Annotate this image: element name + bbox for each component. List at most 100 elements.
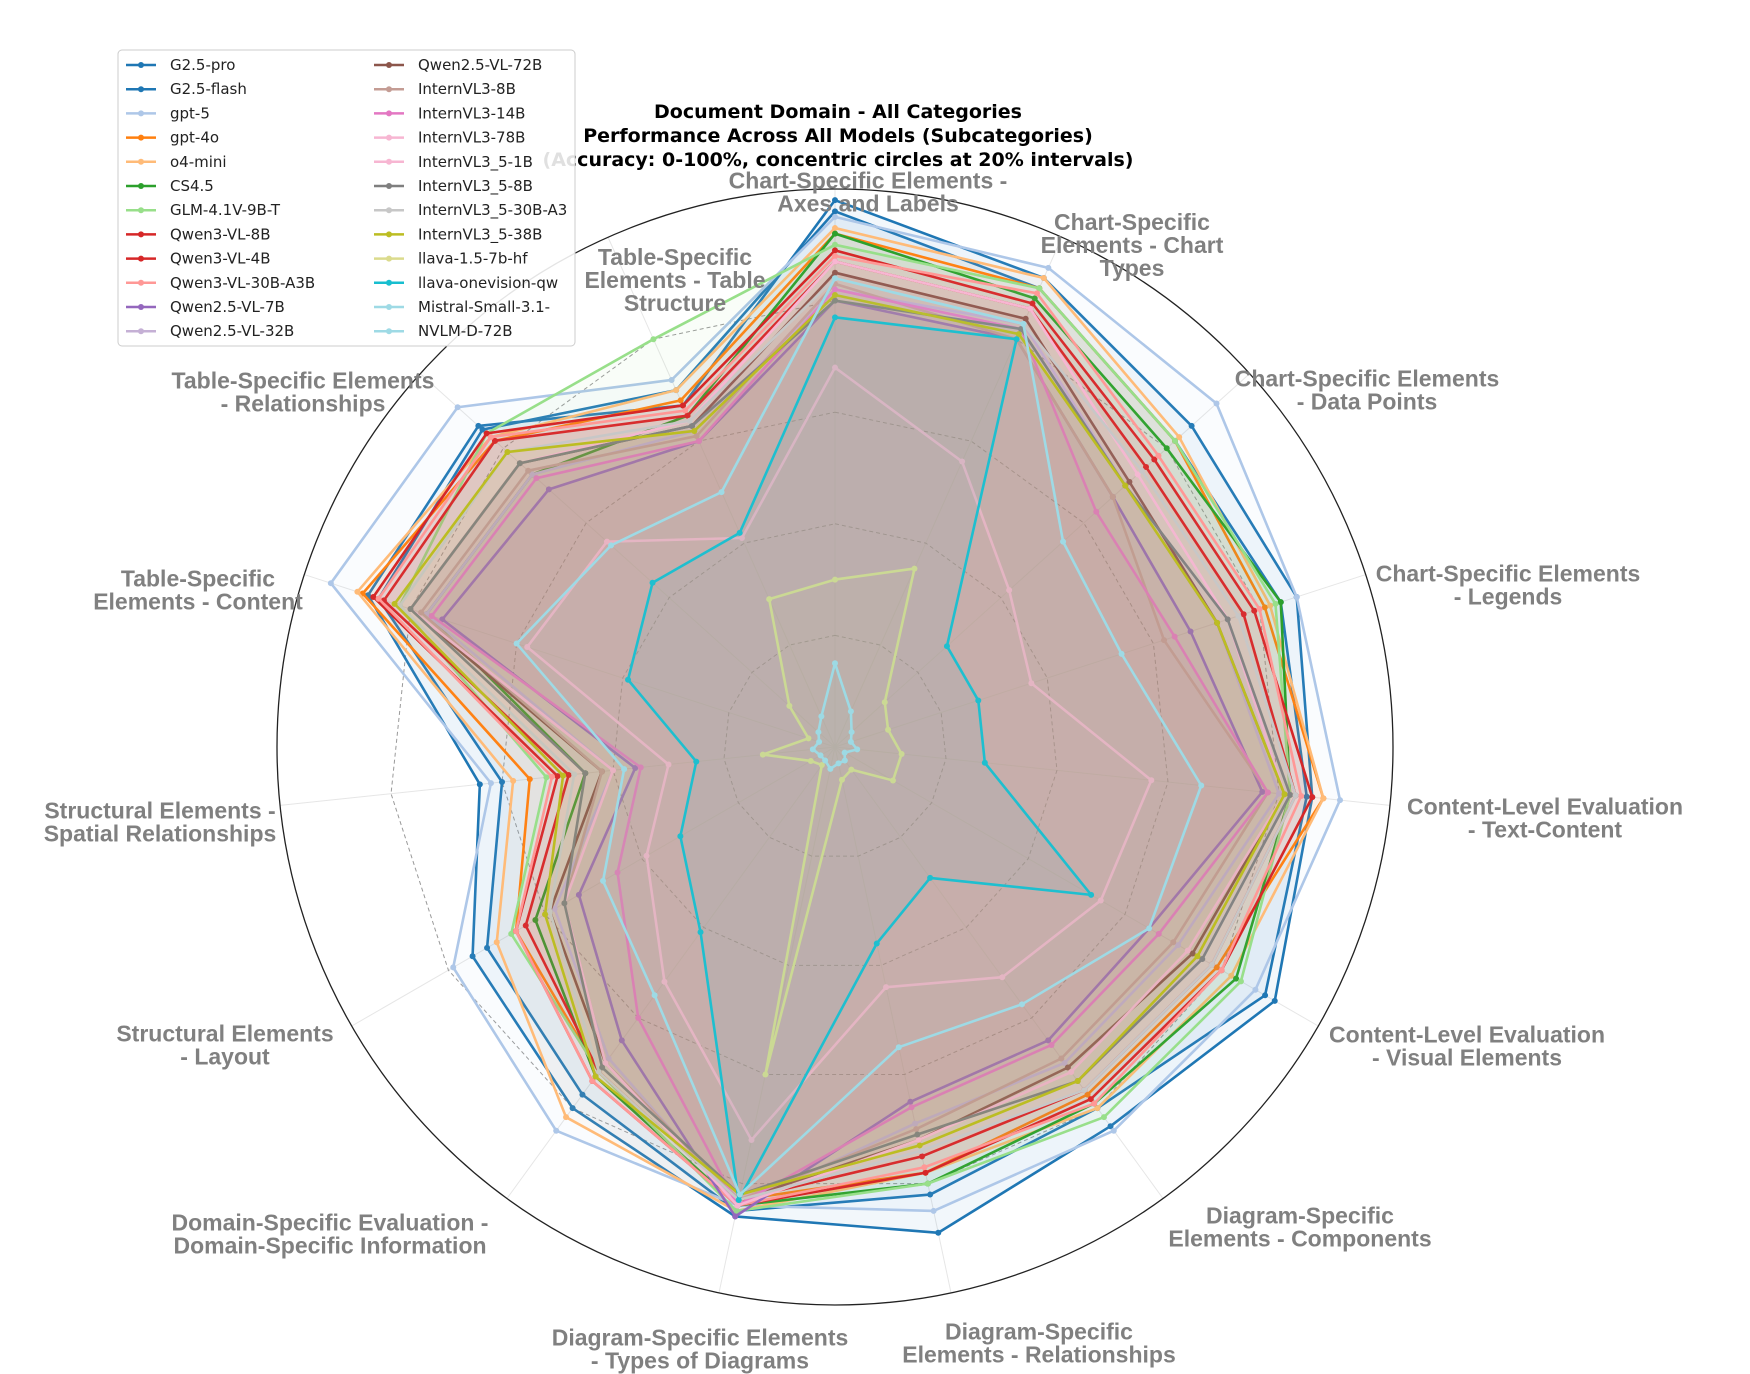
spoke-line — [834, 746, 1164, 1199]
legend-label: InternVL3_5-1B — [418, 153, 533, 172]
gridline-ring — [390, 300, 1280, 1185]
series-fill — [362, 233, 1324, 1201]
data-point — [1194, 953, 1201, 960]
data-point — [483, 430, 490, 437]
legend-entry: Qwen2.5-VL-32B — [126, 322, 294, 340]
data-point — [832, 660, 838, 667]
data-point — [1237, 978, 1244, 985]
data-point — [569, 1105, 576, 1112]
series-9 — [375, 252, 1305, 1209]
data-point — [732, 1213, 739, 1220]
data-point — [553, 1127, 560, 1134]
data-point — [1262, 992, 1269, 999]
legend-entry: CS4.5 — [126, 177, 214, 195]
legend-entry: InternVL3-8B — [374, 80, 516, 98]
legend-swatch-marker — [138, 134, 144, 141]
data-point — [883, 984, 890, 991]
legend-entry: Qwen3-VL-30B-A3B — [126, 274, 315, 292]
data-point — [912, 1120, 919, 1127]
legend-label: Mistral-Small-3.1- — [418, 298, 550, 316]
series-fill — [762, 568, 915, 1075]
data-point — [428, 612, 435, 619]
data-point — [908, 1104, 915, 1111]
data-point — [691, 427, 698, 434]
data-point — [1161, 637, 1168, 644]
data-point — [1036, 285, 1043, 292]
data-point — [981, 759, 988, 766]
data-point — [554, 773, 561, 780]
data-point — [1264, 789, 1271, 796]
legend-swatch-marker — [386, 158, 392, 165]
legend-swatch-marker — [386, 255, 392, 262]
data-point — [484, 944, 491, 951]
outer-circle — [276, 188, 1394, 1306]
data-point — [1045, 1037, 1052, 1044]
series-line — [377, 254, 1303, 1207]
data-point — [1240, 611, 1247, 618]
series-fill — [399, 244, 1291, 1211]
data-point — [1228, 972, 1235, 979]
legend-swatch-marker — [138, 207, 144, 214]
data-point — [524, 643, 531, 650]
spoke-line — [506, 746, 836, 1199]
data-point — [525, 467, 532, 474]
data-point — [1027, 305, 1034, 312]
data-point — [689, 422, 696, 429]
legend-label: InternVL3_5-30B-A3 — [418, 201, 567, 220]
series-7 — [370, 247, 1316, 1209]
data-point — [1031, 295, 1038, 302]
data-point — [848, 766, 855, 773]
category-label: Chart-Specific Elements - Data Points — [1235, 366, 1500, 415]
data-point — [999, 974, 1006, 981]
data-point — [391, 600, 398, 607]
data-point — [916, 1142, 923, 1149]
data-point — [487, 434, 494, 441]
legend-swatch-marker — [138, 110, 144, 117]
data-point — [407, 606, 414, 613]
data-point — [809, 746, 816, 753]
series-line — [398, 276, 1297, 1202]
data-point — [1170, 939, 1177, 946]
legend-label: o4-mini — [170, 153, 227, 171]
legend-swatch-marker — [138, 304, 144, 310]
data-point — [1040, 275, 1047, 282]
data-point — [816, 738, 823, 745]
data-point — [835, 760, 842, 767]
data-point — [560, 772, 567, 779]
data-point — [1259, 788, 1266, 795]
title-line: Performance Across All Models (Subcatego… — [583, 125, 1093, 147]
legend-swatch-marker — [386, 62, 392, 68]
series-line — [329, 215, 1342, 1213]
legend-swatch-marker — [138, 62, 144, 68]
legend-label: CS4.5 — [170, 177, 214, 195]
data-point — [1029, 300, 1036, 307]
data-point — [661, 978, 668, 985]
series-line — [761, 567, 916, 1076]
data-point — [1094, 1105, 1101, 1112]
series-fill — [442, 300, 1263, 1217]
category-label: Table-Specific Elements - Relationships — [172, 368, 435, 417]
data-point — [832, 364, 838, 371]
data-point — [668, 376, 675, 383]
data-point — [1208, 961, 1215, 968]
series-line — [525, 366, 1153, 1142]
data-point — [930, 1207, 937, 1214]
data-point — [542, 911, 549, 918]
data-point — [1148, 777, 1155, 784]
legend-label: llava-1.5-7b-hf — [418, 250, 528, 268]
category-label: Chart-Specific Elements -Axes and Labels — [729, 168, 1008, 217]
legend-swatch-marker — [138, 328, 144, 335]
legend-entry: InternVL3_5-1B — [374, 153, 533, 172]
title-line: Document Domain - All Categories — [654, 101, 1022, 123]
data-point — [1213, 964, 1220, 971]
data-point — [832, 213, 838, 220]
data-point — [1292, 792, 1299, 799]
data-point — [914, 1131, 921, 1138]
data-point — [786, 702, 793, 709]
legend-label: Qwen3-VL-30B-A3B — [170, 274, 315, 292]
data-point — [1048, 1041, 1055, 1048]
data-point — [927, 874, 934, 881]
data-point — [1172, 437, 1179, 444]
data-point — [533, 475, 540, 482]
